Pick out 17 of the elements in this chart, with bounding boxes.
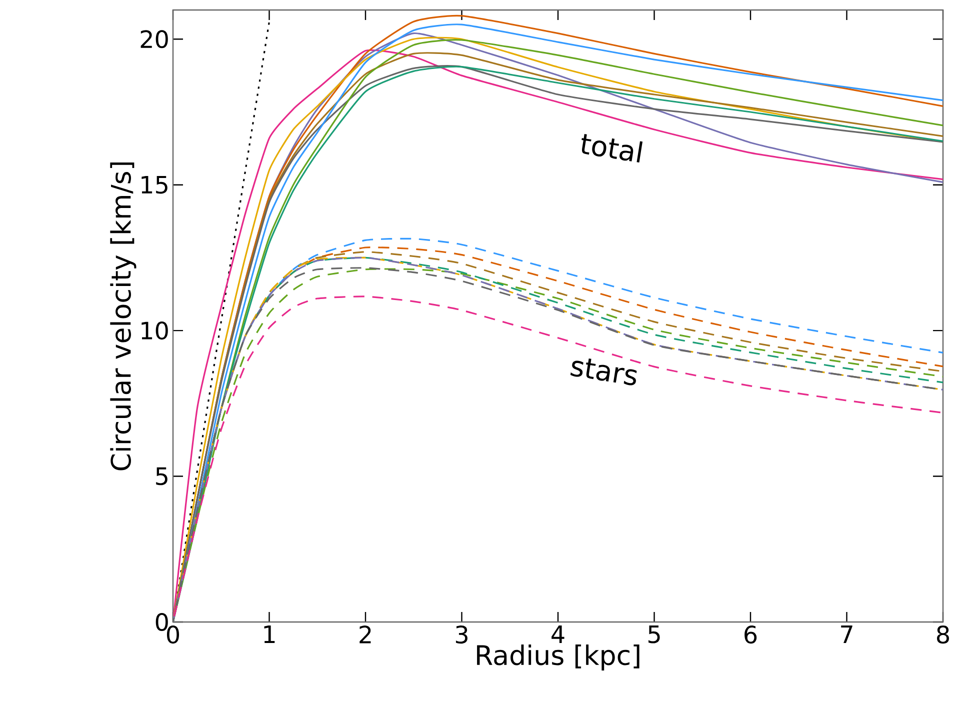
x-tick-label: 8 bbox=[937, 626, 949, 644]
x-axis-title: Radius [kpc] bbox=[477, 644, 640, 670]
x-tick-label: 3 bbox=[456, 626, 468, 644]
y-tick-label: 5 bbox=[156, 467, 168, 486]
y-tick-label: 0 bbox=[156, 612, 168, 632]
x-tick-label: 6 bbox=[744, 626, 757, 644]
annotation: total bbox=[582, 134, 643, 163]
annotation: stars bbox=[570, 358, 637, 386]
y-axis-title: Circular velocity [km/s] bbox=[110, 162, 136, 470]
x-tick-label: 4 bbox=[552, 626, 564, 643]
x-tick-label: 1 bbox=[264, 626, 275, 643]
x-tick-label: 2 bbox=[360, 626, 371, 644]
y-tick-label: 20 bbox=[140, 30, 168, 48]
y-tick-label: 10 bbox=[142, 322, 168, 340]
y-tick-label: 15 bbox=[142, 176, 168, 194]
x-tick-label: 5 bbox=[648, 626, 660, 644]
x-tick-label: 7 bbox=[841, 626, 852, 643]
